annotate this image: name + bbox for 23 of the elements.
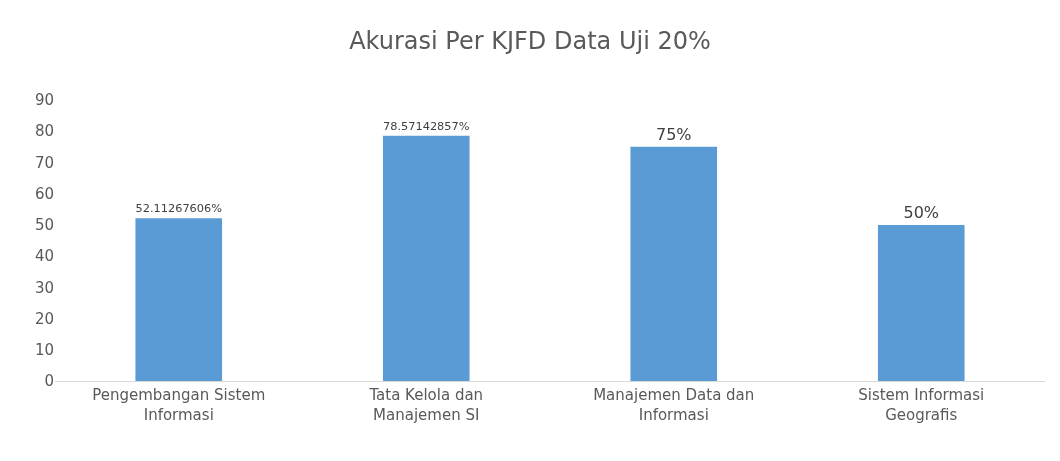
y-tick-label: 90 [34, 91, 54, 110]
x-tick-label: Pengembangan Sistem Informasi [92, 386, 266, 424]
y-tick-label: 70 [34, 153, 54, 172]
x-tick-label: Tata Kelola dan Manajemen SI [368, 386, 484, 424]
y-tick-label: 0 [44, 372, 54, 391]
x-tick-label: Manajemen Data dan Informasi [593, 386, 755, 424]
bar [135, 218, 223, 381]
y-tick-label: 10 [34, 341, 54, 360]
data-label: 52.11267606% [135, 201, 223, 216]
data-label: 50% [903, 202, 940, 222]
y-tick-label: 50 [34, 216, 54, 235]
y-tick-label: 40 [34, 247, 54, 266]
y-tick-label: 80 [34, 122, 54, 141]
bar [630, 146, 718, 381]
y-tick-label: 30 [34, 278, 54, 297]
chart-title: Akurasi Per KJFD Data Uji 20% [349, 27, 711, 56]
x-tick-label: Sistem Informasi Geografis [858, 386, 985, 424]
bar [382, 135, 470, 381]
y-tick-label: 20 [34, 309, 54, 328]
bar [877, 224, 965, 381]
data-label: 75% [655, 124, 692, 144]
data-label: 78.57142857% [382, 118, 470, 133]
y-tick-label: 60 [34, 184, 54, 203]
